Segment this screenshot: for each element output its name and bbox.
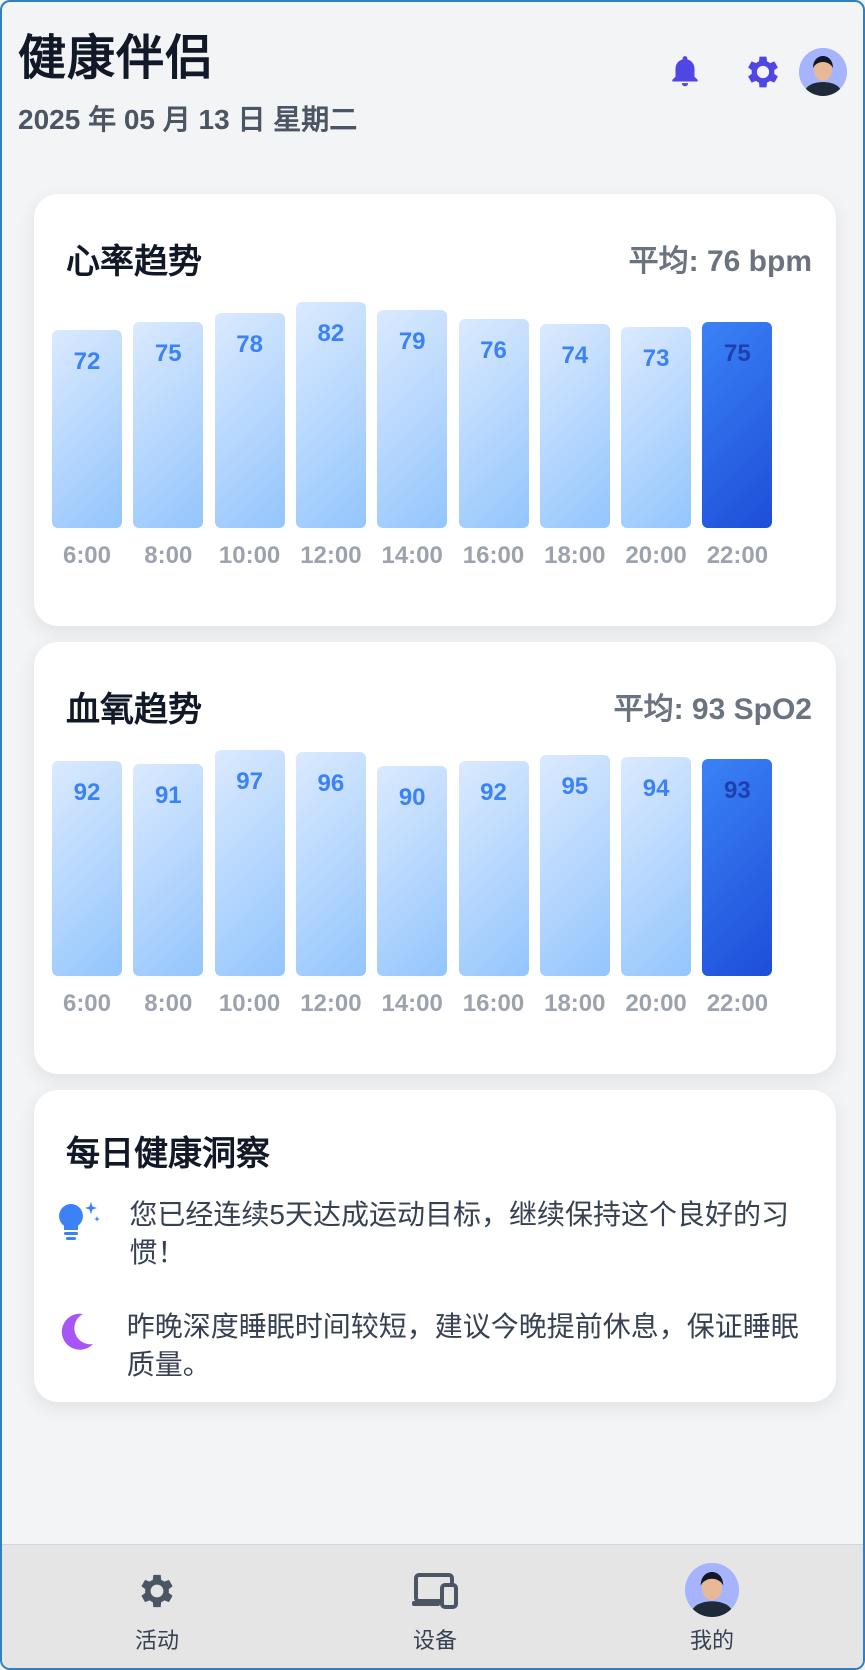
bar-value-label: 82	[317, 320, 345, 347]
user-avatar[interactable]	[799, 48, 847, 96]
x-tick-label: 20:00	[625, 542, 687, 569]
x-tick-label: 22:00	[706, 990, 769, 1017]
bar-value-label: 96	[317, 770, 345, 798]
heart-rate-card: 心率趋势 平均: 76 bpm 72 6:00 75 8:00 78 10:00 82 12:…	[34, 194, 836, 626]
insight-text: 您已经连续5天达成运动目标，继续保持这个良好的习惯！	[129, 1199, 789, 1268]
x-tick-label: 22:00	[706, 542, 769, 569]
bell-icon[interactable]	[663, 50, 707, 94]
insight-item: 昨晚深度睡眠时间较短，建议今晚提前休息，保证睡眠质量。	[50, 1308, 812, 1384]
moon-icon	[50, 1310, 101, 1366]
chart-bar: 97	[214, 750, 285, 976]
x-tick-label: 10:00	[218, 542, 281, 569]
nav-item-devices[interactable]: 设备	[375, 1567, 495, 1655]
chart-bar: 76	[458, 318, 529, 528]
bottom-nav: 活动 设备 我的	[2, 1544, 863, 1668]
chart-bar: 82	[295, 302, 366, 528]
insight-item: 您已经连续5天达成运动目标，继续保持这个良好的习惯！	[50, 1196, 812, 1272]
x-tick-label: 18:00	[544, 542, 606, 569]
insight-text: 昨晚深度睡眠时间较短，建议今晚提前休息，保证睡眠质量。	[126, 1311, 799, 1380]
heart-rate-average: 平均: 76 bpm	[628, 245, 812, 278]
heart-rate-title: 心率趋势	[66, 243, 202, 281]
heart-rate-chart: 72 6:00 75 8:00 78 10:00 82 12:00 79 14:00 76 16:00…	[52, 194, 818, 626]
lightbulb-icon	[50, 1198, 103, 1254]
nav-label: 设备	[412, 1628, 457, 1653]
bar-value-label: 92	[73, 779, 101, 807]
chart-bar: 75	[702, 321, 773, 528]
chart-bar: 72	[52, 330, 122, 528]
chart-bar: 75	[133, 321, 204, 528]
bar-value-label: 90	[398, 784, 426, 811]
bar-value-label: 95	[561, 772, 589, 800]
x-tick-label: 6:00	[62, 990, 112, 1017]
x-tick-label: 14:00	[381, 990, 443, 1017]
blood-oxygen-average: 平均: 93 SpO2	[613, 693, 812, 726]
chart-bar: 74	[539, 324, 610, 528]
bar-value-label: 78	[236, 331, 263, 359]
bar-value-label: 94	[642, 774, 670, 802]
blood-oxygen-chart: 92 6:00 91 8:00 97 10:00 96 12:00 90 14:00 92 16:00…	[52, 642, 818, 1074]
chart-bar: 94	[621, 756, 692, 976]
insights-title: 每日健康洞察	[66, 1135, 270, 1173]
bar-value-label: 76	[480, 336, 507, 364]
chart-bar: 79	[377, 310, 448, 528]
x-tick-label: 18:00	[544, 990, 606, 1017]
chart-bar: 90	[377, 766, 448, 976]
date-label: 2025 年 05 月 13 日 星期二	[18, 104, 358, 135]
nav-label: 我的	[689, 1628, 734, 1653]
blood-oxygen-card: 血氧趋势 平均: 93 SpO2 92 6:00 91 8:00 97 10:00 96 12…	[34, 642, 836, 1074]
x-tick-label: 14:00	[381, 542, 443, 569]
x-tick-label: 8:00	[144, 990, 193, 1017]
bar-value-label: 79	[398, 328, 426, 356]
x-tick-label: 12:00	[300, 542, 362, 569]
bar-value-label: 97	[236, 768, 263, 795]
x-tick-label: 16:00	[462, 542, 525, 569]
insights-card: 每日健康洞察 您已经连续5天达成运动目标，继续保持这个良好的习惯！ 昨晚深度睡眠…	[34, 1090, 836, 1402]
chart-bar: 73	[621, 327, 692, 528]
x-tick-label: 16:00	[462, 990, 525, 1017]
x-tick-label: 12:00	[300, 990, 362, 1017]
chart-bar: 95	[539, 754, 610, 976]
nav-label: 活动	[134, 1628, 179, 1653]
bar-value-label: 75	[724, 339, 751, 367]
x-tick-label: 6:00	[62, 542, 112, 569]
chart-bar: 96	[295, 752, 366, 976]
nav-item-profile[interactable]: 我的	[652, 1563, 772, 1655]
chart-bar: 93	[702, 759, 773, 976]
nav-item-activity[interactable]: 活动	[97, 1567, 217, 1655]
chart-bar: 91	[133, 763, 204, 976]
header-actions	[663, 48, 847, 96]
bar-value-label: 75	[154, 339, 182, 367]
devices-icon	[375, 1567, 495, 1615]
x-tick-label: 20:00	[625, 990, 687, 1017]
x-tick-label: 8:00	[144, 542, 193, 569]
bar-value-label: 74	[561, 342, 589, 370]
app-title: 健康伴侣	[18, 32, 215, 85]
chart-bar: 92	[458, 761, 529, 976]
bar-value-label: 93	[724, 777, 751, 805]
gear-icon	[97, 1567, 217, 1615]
blood-oxygen-title: 血氧趋势	[66, 691, 202, 729]
user-avatar	[685, 1563, 739, 1617]
chart-bar: 92	[52, 761, 122, 976]
chart-bar: 78	[214, 313, 285, 528]
gear-icon[interactable]	[741, 50, 785, 94]
bar-value-label: 72	[73, 348, 101, 375]
x-tick-label: 10:00	[218, 990, 281, 1017]
bar-value-label: 91	[154, 781, 182, 809]
bar-value-label: 92	[480, 779, 507, 807]
header: 健康伴侣 2025 年 05 月 13 日 星期二	[18, 18, 847, 135]
bar-value-label: 73	[642, 345, 670, 373]
